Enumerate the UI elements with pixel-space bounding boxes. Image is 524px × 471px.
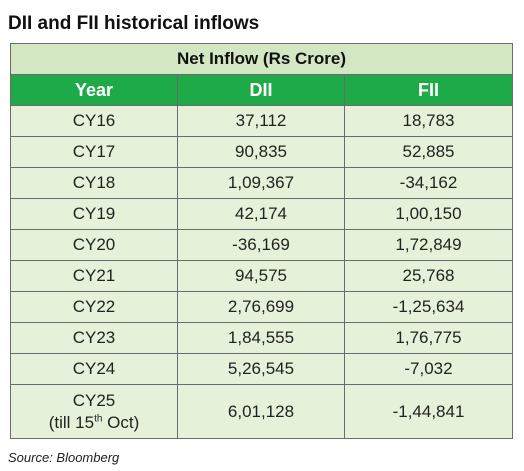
fii-cell: 25,768 bbox=[344, 260, 513, 292]
year-cell: CY21 bbox=[10, 260, 178, 292]
table-row: CY24 5,26,545 -7,032 bbox=[10, 353, 513, 385]
year-label: CY25 bbox=[72, 390, 116, 410]
table-row: CY16 37,112 18,783 bbox=[10, 105, 513, 137]
inflows-table: Net Inflow (Rs Crore) Year DII FII CY16 … bbox=[10, 43, 513, 439]
table-row: CY25 (till 15th Oct) 6,01,128 -1,44,841 bbox=[10, 384, 513, 439]
year-note-sup: th bbox=[94, 412, 103, 424]
dii-cell: 42,174 bbox=[177, 198, 345, 230]
net-inflow-header: Net Inflow (Rs Crore) bbox=[10, 43, 513, 75]
table-row: CY21 94,575 25,768 bbox=[10, 260, 513, 292]
column-header-row: Year DII FII bbox=[10, 74, 513, 106]
year-cell: CY22 bbox=[10, 291, 178, 323]
fii-cell: -7,032 bbox=[344, 353, 513, 385]
fii-cell: 18,783 bbox=[344, 105, 513, 137]
dii-cell: 90,835 bbox=[177, 136, 345, 168]
table-row: CY19 42,174 1,00,150 bbox=[10, 198, 513, 230]
fii-cell: -1,25,634 bbox=[344, 291, 513, 323]
table-row: CY22 2,76,699 -1,25,634 bbox=[10, 291, 513, 323]
year-note-suffix: Oct) bbox=[102, 412, 140, 432]
year-cell: CY16 bbox=[10, 105, 178, 137]
year-cell: CY20 bbox=[10, 229, 178, 261]
fii-cell: 52,885 bbox=[344, 136, 513, 168]
year-note-prefix: (till 15 bbox=[48, 412, 95, 432]
dii-column-header: DII bbox=[177, 74, 345, 106]
dii-cell: 6,01,128 bbox=[177, 384, 345, 439]
year-column-header: Year bbox=[10, 74, 178, 106]
dii-cell: 1,84,555 bbox=[177, 322, 345, 354]
table-row: CY20 -36,169 1,72,849 bbox=[10, 229, 513, 261]
dii-cell: 1,09,367 bbox=[177, 167, 345, 199]
dii-cell: 2,76,699 bbox=[177, 291, 345, 323]
fii-cell: 1,76,775 bbox=[344, 322, 513, 354]
year-note: (till 15th Oct) bbox=[11, 412, 177, 434]
source-note: Source: Bloomberg bbox=[8, 450, 120, 465]
year-cell: CY19 bbox=[10, 198, 178, 230]
table-row: CY23 1,84,555 1,76,775 bbox=[10, 322, 513, 354]
year-cell: CY23 bbox=[10, 322, 178, 354]
dii-cell: -36,169 bbox=[177, 229, 345, 261]
fii-cell: 1,00,150 bbox=[344, 198, 513, 230]
year-cell: CY18 bbox=[10, 167, 178, 199]
fii-cell: -1,44,841 bbox=[344, 384, 513, 439]
dii-cell: 5,26,545 bbox=[177, 353, 345, 385]
table-row: CY18 1,09,367 -34,162 bbox=[10, 167, 513, 199]
fii-cell: -34,162 bbox=[344, 167, 513, 199]
dii-cell: 94,575 bbox=[177, 260, 345, 292]
year-cell: CY25 (till 15th Oct) bbox=[10, 384, 178, 439]
table-row: CY17 90,835 52,885 bbox=[10, 136, 513, 168]
fii-column-header: FII bbox=[344, 74, 513, 106]
fii-cell: 1,72,849 bbox=[344, 229, 513, 261]
dii-cell: 37,112 bbox=[177, 105, 345, 137]
year-cell: CY24 bbox=[10, 353, 178, 385]
year-cell: CY17 bbox=[10, 136, 178, 168]
page-title: DII and FII historical inflows bbox=[8, 13, 260, 34]
